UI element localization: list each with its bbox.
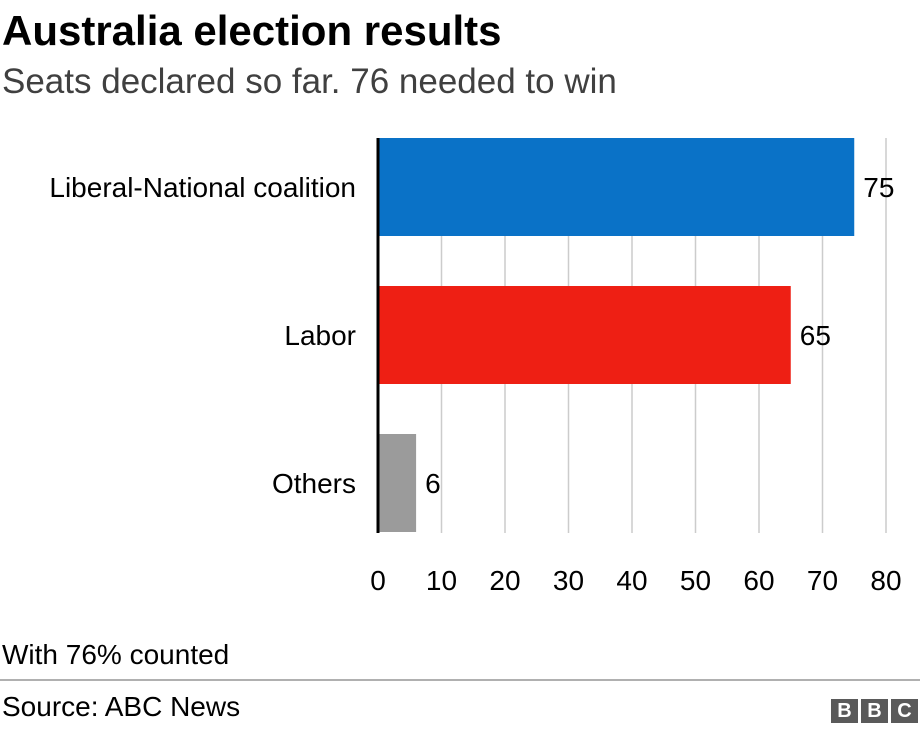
chart-subtitle: Seats declared so far. 76 needed to win [2, 62, 617, 101]
x-tick-label: 20 [489, 565, 520, 596]
data-label: 75 [863, 172, 894, 203]
source-credit: Source: ABC News [2, 691, 241, 722]
category-label: Others [272, 468, 356, 499]
bar [378, 138, 855, 236]
bbc-logo: B B C [831, 699, 918, 723]
x-tick-label: 40 [616, 565, 647, 596]
x-tick-label: 0 [370, 565, 386, 596]
data-label: 65 [800, 320, 831, 351]
data-label: 6 [425, 468, 441, 499]
x-tick-label: 70 [807, 565, 838, 596]
bbc-logo-letter: B [831, 699, 858, 723]
counted-note: With 76% counted [2, 639, 230, 670]
category-label: Labor [284, 320, 356, 351]
bar [378, 434, 417, 532]
x-tick-label: 80 [870, 565, 901, 596]
bar [378, 286, 791, 384]
x-tick-label: 30 [553, 565, 584, 596]
x-tick-label: 50 [680, 565, 711, 596]
footer-divider [0, 679, 920, 681]
bbc-logo-letter: B [861, 699, 888, 723]
x-tick-label: 60 [743, 565, 774, 596]
chart-title: Australia election results [2, 7, 502, 54]
bbc-logo-letter: C [891, 699, 918, 723]
bar-chart: Liberal-National coalition 75 Labor 65 Other… [49, 138, 902, 596]
x-tick-label: 10 [426, 565, 457, 596]
category-label: Liberal-National coalition [49, 172, 356, 203]
